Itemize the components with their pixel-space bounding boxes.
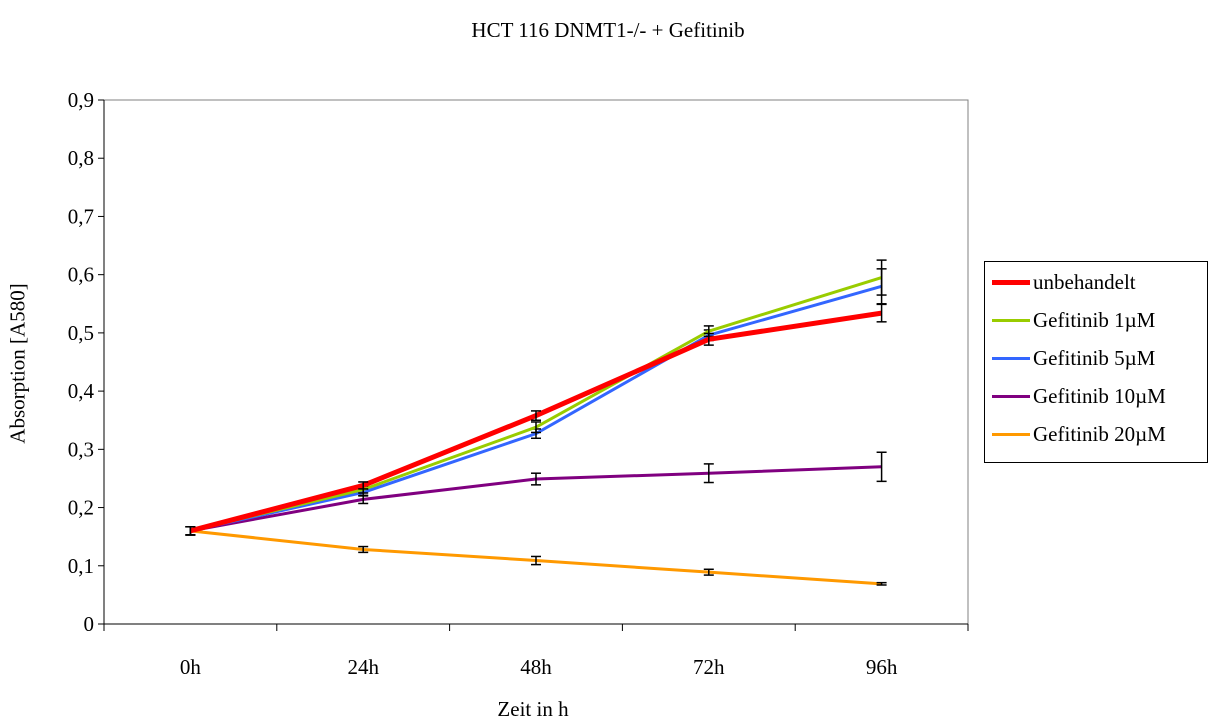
legend-item: unbehandelt bbox=[985, 264, 1207, 304]
legend-swatch bbox=[992, 357, 1030, 360]
legend-swatch bbox=[992, 280, 1030, 285]
legend-item: Gefitinib 5µM bbox=[985, 340, 1207, 380]
x-tick-label: 24h bbox=[347, 655, 379, 679]
y-axis-label: Absorption [A580] bbox=[5, 283, 30, 444]
error-bar bbox=[876, 259, 887, 296]
legend-item: Gefitinib 20µM bbox=[985, 416, 1207, 456]
error-bar bbox=[876, 303, 887, 323]
x-tick-label: 48h bbox=[520, 655, 552, 679]
series-1 bbox=[185, 259, 887, 536]
error-bar bbox=[876, 451, 887, 483]
y-axis-ticks: 0 0,1 0,2 0,3 0,4 0,5 0,6 0,7 0,8 0,9 bbox=[68, 88, 104, 636]
y-tick-label: 0,4 bbox=[68, 379, 95, 403]
chart-title: HCT 116 DNMT1-/- + Gefitinib bbox=[471, 18, 745, 42]
y-tick-label: 0,3 bbox=[68, 437, 94, 461]
legend-label: Gefitinib 1µM bbox=[1033, 308, 1156, 332]
series-4 bbox=[185, 526, 887, 586]
series-layer bbox=[185, 259, 887, 586]
legend-label: Gefitinib 10µM bbox=[1033, 384, 1166, 408]
y-tick-label: 0 bbox=[84, 612, 95, 636]
error-bar bbox=[703, 568, 714, 576]
x-axis-label: Zeit in h bbox=[497, 697, 569, 721]
series-0 bbox=[185, 303, 887, 536]
legend-label: Gefitinib 20µM bbox=[1033, 422, 1166, 446]
y-tick-label: 0,6 bbox=[68, 263, 94, 287]
error-bar bbox=[703, 332, 714, 346]
error-bar bbox=[531, 555, 541, 566]
x-axis-ticks: 0h 24h 48h 72h 96h bbox=[103, 624, 969, 679]
error-bar bbox=[531, 410, 541, 421]
legend-label: Gefitinib 5µM bbox=[1033, 346, 1156, 370]
series-3 bbox=[185, 451, 887, 536]
x-tick-label: 72h bbox=[693, 655, 725, 679]
error-bar bbox=[531, 421, 541, 434]
series-line bbox=[190, 284, 883, 533]
legend-label: unbehandelt bbox=[1033, 270, 1136, 294]
legend-item: Gefitinib 1µM bbox=[985, 302, 1207, 342]
x-tick-label: 0h bbox=[180, 655, 202, 679]
error-bar bbox=[185, 526, 196, 536]
error-bar bbox=[358, 545, 369, 554]
error-bar bbox=[703, 463, 714, 484]
legend-swatch bbox=[992, 319, 1030, 322]
y-tick-label: 0,8 bbox=[68, 146, 94, 170]
x-tick-label: 96h bbox=[866, 655, 898, 679]
legend-swatch bbox=[992, 433, 1030, 436]
legend-swatch bbox=[992, 395, 1030, 398]
y-tick-label: 0,1 bbox=[68, 554, 94, 578]
axes bbox=[103, 99, 969, 625]
legend: unbehandelt Gefitinib 1µM Gefitinib 5µM Gef… bbox=[984, 261, 1208, 463]
plot-area-border bbox=[103, 99, 969, 625]
y-tick-label: 0,5 bbox=[68, 321, 94, 345]
error-bar bbox=[358, 481, 369, 490]
error-bar bbox=[876, 581, 887, 586]
y-tick-label: 0,2 bbox=[68, 496, 94, 520]
y-tick-label: 0,9 bbox=[68, 88, 94, 112]
legend-item: Gefitinib 10µM bbox=[985, 378, 1207, 418]
y-tick-label: 0,7 bbox=[68, 204, 94, 228]
error-bar bbox=[531, 472, 541, 486]
